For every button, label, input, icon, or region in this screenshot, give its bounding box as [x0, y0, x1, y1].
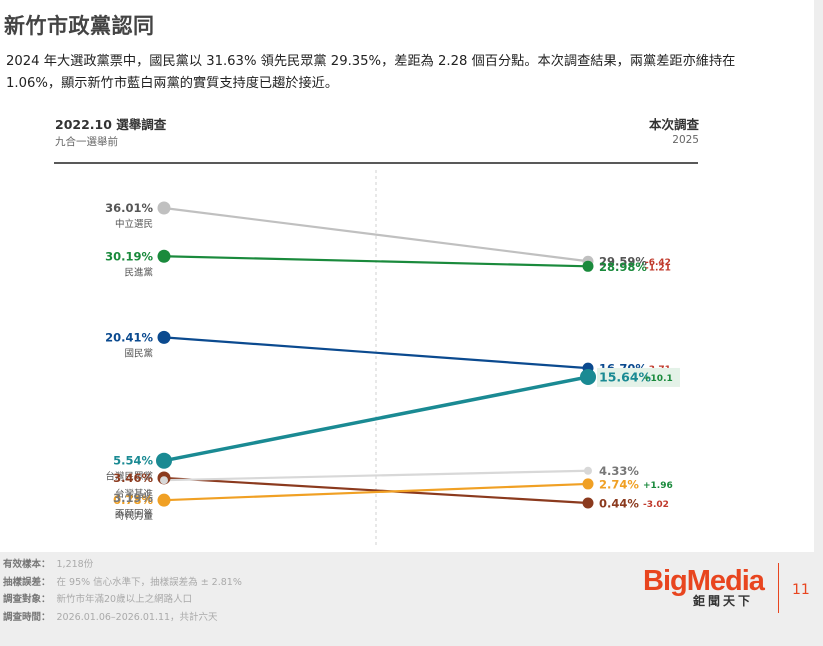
right-column-subtitle: 2025: [672, 134, 699, 146]
start-point: [157, 249, 171, 263]
change-label: +1.96: [643, 481, 673, 491]
series-line: [163, 482, 589, 502]
meta-key: 抽樣誤差：: [3, 576, 51, 588]
end-point: [580, 368, 596, 385]
page-title: 新竹市政黨認同: [4, 14, 155, 38]
start-point: [160, 476, 168, 485]
start-value-label: 5.54%: [113, 454, 153, 468]
end-value-label: 29.59%: [599, 255, 647, 269]
page-number: 11: [792, 582, 810, 598]
logo-main: BigMedia: [643, 565, 765, 597]
end-point: [582, 497, 594, 509]
series-name-label: 時代力量: [115, 510, 154, 522]
logo-sub: 鉅聞天下: [693, 594, 754, 608]
meta-value: 2026.01.06–2026.01.11，共計六天: [56, 611, 218, 623]
left-column-title: 2022.10 選舉調查: [55, 117, 167, 132]
series-name-label: 台灣基進: [115, 488, 154, 500]
start-value-label: 36.01%: [105, 201, 153, 215]
left-column-subtitle: 九合一選舉前: [55, 136, 118, 148]
start-value-label: 3.19%: [113, 491, 153, 505]
start-value-label: 20.41%: [105, 330, 153, 344]
start-point: [157, 493, 171, 507]
series-name-label: 中立選民: [115, 218, 153, 230]
series-line: [163, 336, 589, 370]
series-name-label: 民進黨: [124, 266, 153, 278]
meta-row: 調查時間： 2026.01.06–2026.01.11，共計六天: [3, 609, 218, 623]
change-highlight: [597, 367, 680, 387]
meta-value: 1,218份: [56, 559, 94, 570]
logo-divider: [778, 563, 779, 613]
series-line: [163, 375, 589, 463]
end-value-label: 2.74%: [599, 477, 639, 491]
meta-value: 新竹市年滿20歲以上之網路人口: [56, 594, 193, 605]
change-label: +10.1: [643, 374, 673, 384]
series-line: [163, 469, 589, 482]
start-point: [157, 330, 171, 344]
change-label: -6.42: [645, 258, 671, 268]
series-line: [163, 206, 589, 263]
start-value-label: 0.78%: [113, 493, 153, 507]
meta-row: 抽樣誤差： 在 95% 信心水準下，抽樣誤差為 ± 2.81%: [3, 574, 242, 588]
end-point: [584, 466, 592, 475]
start-point: [157, 201, 171, 215]
meta-value: 在 95% 信心水準下，抽樣誤差為 ± 2.81%: [56, 576, 242, 588]
footer: 有效樣本： 1,218份 抽樣誤差： 在 95% 信心水準下，抽樣誤差為 ± 2.81…: [0, 552, 823, 646]
meta-key: 調查對象：: [3, 594, 51, 605]
end-value-label: 15.64%: [599, 369, 652, 384]
start-value-label: 30.19%: [105, 249, 153, 263]
meta-key: 有效樣本：: [3, 559, 51, 570]
end-value-label: 4.33%: [599, 464, 639, 478]
series-name-label: 台灣民眾黨: [105, 471, 153, 483]
end-value-label: 28.98%: [599, 260, 647, 274]
right-column-title: 本次調查: [648, 117, 699, 132]
end-point: [582, 260, 594, 272]
series-name-label: 國民黨: [124, 347, 153, 359]
change-label: -3.02: [643, 500, 669, 510]
meta-row: 調查對象： 新竹市年滿20歲以上之網路人口: [3, 591, 192, 605]
bigmedia-logo: BigMedia 鉅聞天下: [643, 565, 765, 609]
page-description: 2024 年大選政黨票中，國民黨以 31.63% 領先民眾黨 29.35%，差距…: [6, 54, 736, 91]
series-line: [163, 476, 589, 505]
page-edge-strip: [814, 0, 823, 552]
start-value-label: 3.46%: [113, 471, 153, 485]
series-line: [163, 255, 589, 268]
end-point: [582, 478, 594, 490]
meta-key: 調查時間：: [3, 611, 51, 623]
change-label: -1.21: [645, 263, 671, 273]
start-point: [156, 452, 172, 469]
end-value-label: 0.44%: [599, 497, 639, 511]
meta-row: 有效樣本： 1,218份: [3, 556, 93, 570]
series-name-label: 不願回答: [115, 508, 154, 520]
slope-chart: 36.01% 中立選民 29.59%-6.42 30.19% 民進黨 28.98%-1.2…: [54, 162, 698, 545]
